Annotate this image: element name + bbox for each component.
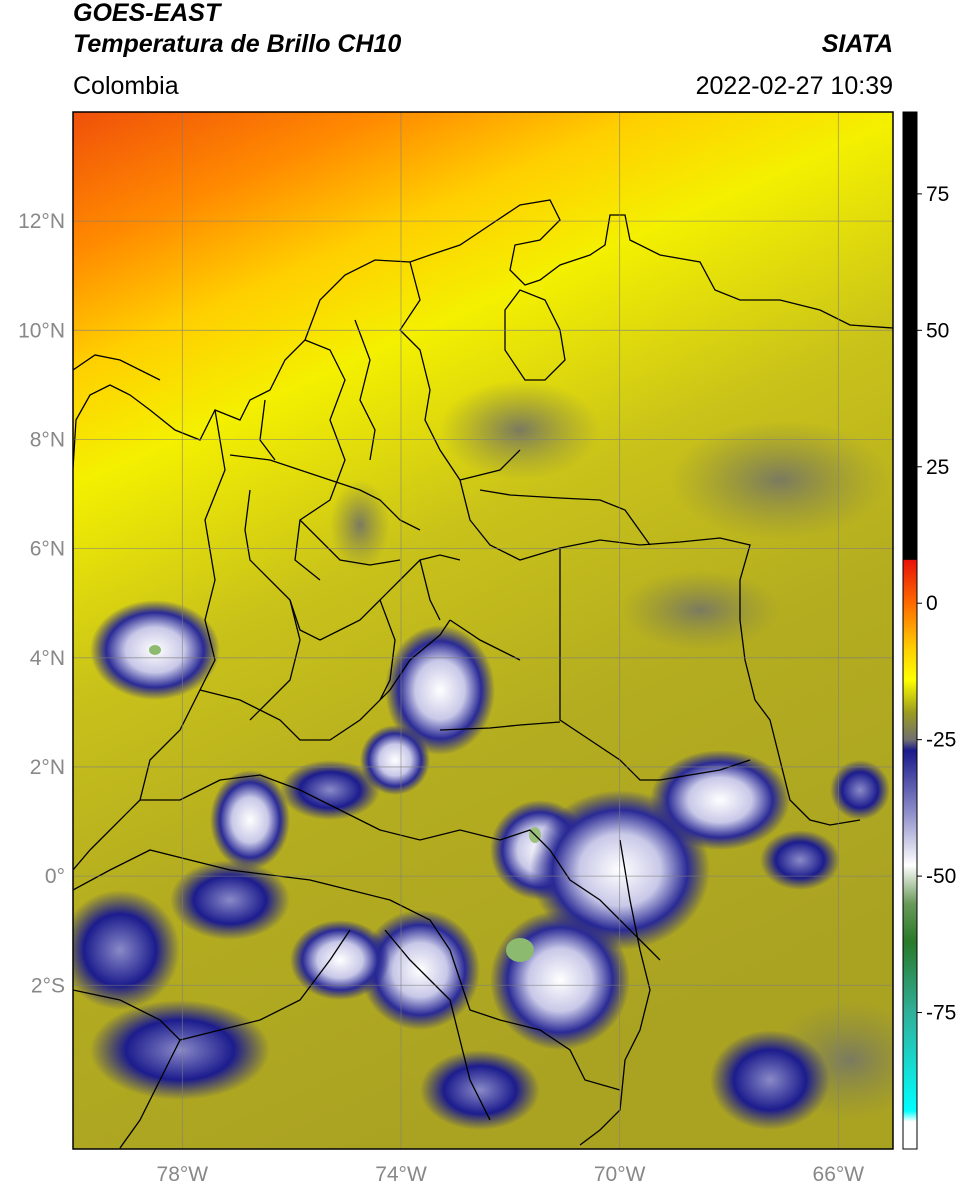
map-frame (72, 111, 894, 1150)
lat-tick-label: 12°N (18, 210, 65, 233)
colorbar-tick-label: -50 (926, 865, 956, 888)
colorbar-tick-label: -25 (926, 729, 956, 752)
lat-tick-label: 8°N (30, 428, 65, 451)
satellite-title: GOES-EAST (73, 0, 221, 27)
lon-tick-label: 78°W (157, 1163, 209, 1186)
lat-tick-label: 2°N (30, 756, 65, 779)
colorbar-tick-label: -75 (926, 1002, 956, 1025)
lat-tick-label: 10°N (18, 319, 65, 342)
lon-tick-label: 70°W (594, 1163, 646, 1186)
lat-tick-label: 6°N (30, 538, 65, 561)
satellite-image (73, 112, 893, 1149)
lon-tick-label: 74°W (375, 1163, 427, 1186)
coastline-borders (73, 199, 893, 1149)
colorbar-tick-label: 50 (926, 319, 949, 342)
region-label: Colombia (73, 72, 179, 100)
source-label: SIATA (821, 30, 893, 58)
lat-tick-label: 4°N (30, 647, 65, 670)
longitude-axis: 78°W 74°W 70°W 66°W (157, 1163, 865, 1186)
lat-tick-label: 2°S (31, 974, 65, 997)
latitude-axis: 12°N 10°N 8°N 6°N 4°N 2°N 0° 2°S (18, 210, 65, 997)
timestamp-label: 2022-02-27 10:39 (695, 72, 893, 100)
product-title: Temperatura de Brillo CH10 (73, 30, 402, 58)
lat-tick-label: 0° (45, 865, 65, 888)
colorbar-tick-label: 25 (926, 456, 949, 479)
colorbar: 75 50 25 0 -25 -50 -75 (902, 111, 956, 1150)
colorbar-tick-label: 0 (926, 592, 938, 615)
lon-tick-label: 66°W (813, 1163, 865, 1186)
colorbar-tick-label: 75 (926, 183, 949, 206)
grid-lines (73, 112, 893, 1149)
